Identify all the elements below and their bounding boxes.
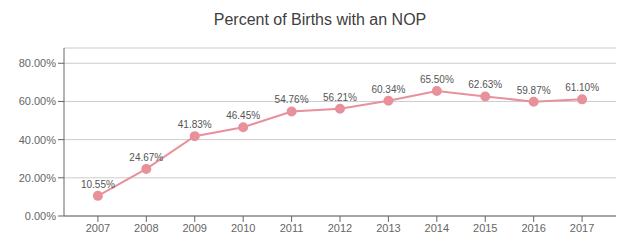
svg-text:2011: 2011: [280, 222, 304, 234]
svg-text:59.87%: 59.87%: [517, 85, 551, 96]
svg-text:60.34%: 60.34%: [371, 84, 405, 95]
svg-text:2007: 2007: [86, 222, 110, 234]
svg-text:2013: 2013: [376, 222, 400, 234]
svg-text:2015: 2015: [473, 222, 497, 234]
svg-text:2016: 2016: [521, 222, 545, 234]
svg-text:80.00%: 80.00%: [19, 57, 57, 69]
svg-text:46.45%: 46.45%: [226, 110, 260, 121]
svg-text:2017: 2017: [570, 222, 594, 234]
svg-text:60.00%: 60.00%: [19, 95, 57, 107]
svg-text:65.50%: 65.50%: [420, 74, 454, 85]
svg-text:20.00%: 20.00%: [19, 172, 57, 184]
svg-text:41.83%: 41.83%: [178, 119, 212, 130]
svg-text:2014: 2014: [425, 222, 449, 234]
svg-text:2012: 2012: [328, 222, 352, 234]
svg-text:2010: 2010: [231, 222, 255, 234]
svg-text:2009: 2009: [182, 222, 206, 234]
svg-text:10.55%: 10.55%: [81, 179, 115, 190]
svg-text:40.00%: 40.00%: [19, 134, 57, 146]
svg-text:2008: 2008: [134, 222, 158, 234]
svg-text:24.67%: 24.67%: [129, 152, 163, 163]
svg-text:62.63%: 62.63%: [468, 79, 502, 90]
svg-text:0.00%: 0.00%: [25, 210, 56, 222]
svg-text:54.76%: 54.76%: [275, 94, 309, 105]
svg-text:61.10%: 61.10%: [565, 82, 599, 93]
svg-text:56.21%: 56.21%: [323, 92, 357, 103]
html-text:Percent of Births with an NOP: Percent of Births with an NOP: [213, 11, 427, 28]
